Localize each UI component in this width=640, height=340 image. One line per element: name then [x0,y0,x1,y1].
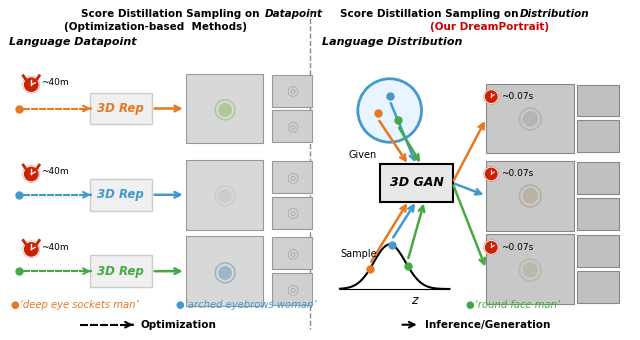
FancyBboxPatch shape [272,110,312,142]
Text: ◉: ◉ [212,257,237,285]
Text: ●‘arched eyebrows woman’: ●‘arched eyebrows woman’ [175,300,316,310]
Text: 3D GAN: 3D GAN [390,176,444,189]
Circle shape [23,166,39,182]
Text: ~0.07s: ~0.07s [501,92,534,101]
Text: ~40m: ~40m [41,243,69,252]
FancyBboxPatch shape [577,198,619,230]
Text: ◉: ◉ [212,95,237,122]
FancyBboxPatch shape [272,273,312,305]
Text: ~0.07s: ~0.07s [501,169,534,178]
Text: Distribution: Distribution [520,9,589,19]
Text: ◎: ◎ [286,282,298,296]
Text: ◉: ◉ [516,104,543,133]
FancyBboxPatch shape [90,92,152,124]
FancyBboxPatch shape [186,74,263,143]
Text: ●‘deep eye sockets man’: ●‘deep eye sockets man’ [12,300,139,310]
Text: ◎: ◎ [286,84,298,98]
Text: ~40m: ~40m [41,78,69,87]
FancyBboxPatch shape [486,235,574,304]
Text: ◎: ◎ [286,119,298,133]
Text: ◎: ◎ [286,170,298,184]
Circle shape [484,167,498,181]
Text: Sample: Sample [340,249,377,259]
Circle shape [23,77,39,92]
Text: ●‘round face man’: ●‘round face man’ [467,300,561,310]
FancyBboxPatch shape [577,85,619,116]
FancyBboxPatch shape [272,161,312,193]
Text: ◉: ◉ [516,255,543,284]
Text: 3D Rep: 3D Rep [97,188,144,201]
Text: ◎: ◎ [286,246,298,260]
Text: z: z [412,294,418,307]
FancyBboxPatch shape [90,179,152,211]
FancyBboxPatch shape [272,197,312,228]
Text: Language Distribution: Language Distribution [322,37,462,47]
Ellipse shape [358,79,422,142]
FancyBboxPatch shape [90,255,152,287]
Text: Inference/Generation: Inference/Generation [424,320,550,330]
Text: Datapoint: Datapoint [265,9,323,19]
Text: (Our DreamPortrait): (Our DreamPortrait) [429,22,549,32]
Text: (Optimization-based  Methods): (Optimization-based Methods) [64,22,247,32]
FancyBboxPatch shape [272,237,312,269]
Text: ◉: ◉ [516,181,543,210]
FancyBboxPatch shape [486,161,574,231]
Circle shape [23,241,39,257]
Text: Given: Given [349,150,377,160]
Text: Language Datapoint: Language Datapoint [10,37,137,47]
Text: 3D Rep: 3D Rep [97,102,144,115]
Text: Score Distillation Sampling on: Score Distillation Sampling on [81,9,263,19]
Text: ◎: ◎ [286,206,298,220]
FancyBboxPatch shape [186,160,263,230]
FancyBboxPatch shape [186,236,263,306]
Text: ~40m: ~40m [41,168,69,176]
FancyBboxPatch shape [577,162,619,194]
FancyBboxPatch shape [577,120,619,152]
Text: ~0.07s: ~0.07s [501,243,534,252]
FancyBboxPatch shape [272,75,312,106]
Text: 3D Rep: 3D Rep [97,265,144,278]
Text: Optimization: Optimization [141,320,217,330]
FancyBboxPatch shape [380,164,453,202]
Circle shape [484,240,498,254]
Text: Score Distillation Sampling on: Score Distillation Sampling on [340,9,522,19]
FancyBboxPatch shape [486,84,574,153]
FancyBboxPatch shape [577,236,619,267]
Text: ◉: ◉ [212,181,237,209]
FancyBboxPatch shape [577,271,619,303]
Circle shape [484,90,498,104]
